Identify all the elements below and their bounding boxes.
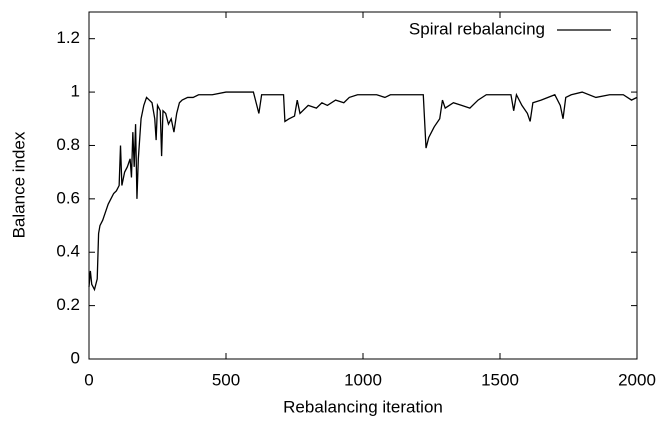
y-tick-label: 1 (71, 82, 80, 101)
x-tick-label: 500 (212, 370, 240, 389)
x-tick-label: 2000 (618, 370, 656, 389)
y-tick-label: 0.6 (56, 188, 80, 207)
y-tick-label: 1.2 (56, 28, 80, 47)
x-tick-label: 1500 (481, 370, 519, 389)
plot-frame (88, 11, 638, 360)
x-tick-label: 0 (84, 370, 93, 389)
y-axis-label: Balance index (9, 131, 28, 238)
data-line (88, 91, 638, 292)
y-tick-label: 0.4 (56, 242, 80, 261)
y-tick-label: 0.8 (56, 135, 80, 154)
legend-label: Spiral rebalancing (409, 19, 545, 38)
y-tick-label: 0 (71, 348, 80, 367)
x-tick-label: 1000 (344, 370, 382, 389)
x-axis-label: Rebalancing iteration (283, 397, 443, 416)
y-tick-label: 0.2 (56, 295, 80, 314)
